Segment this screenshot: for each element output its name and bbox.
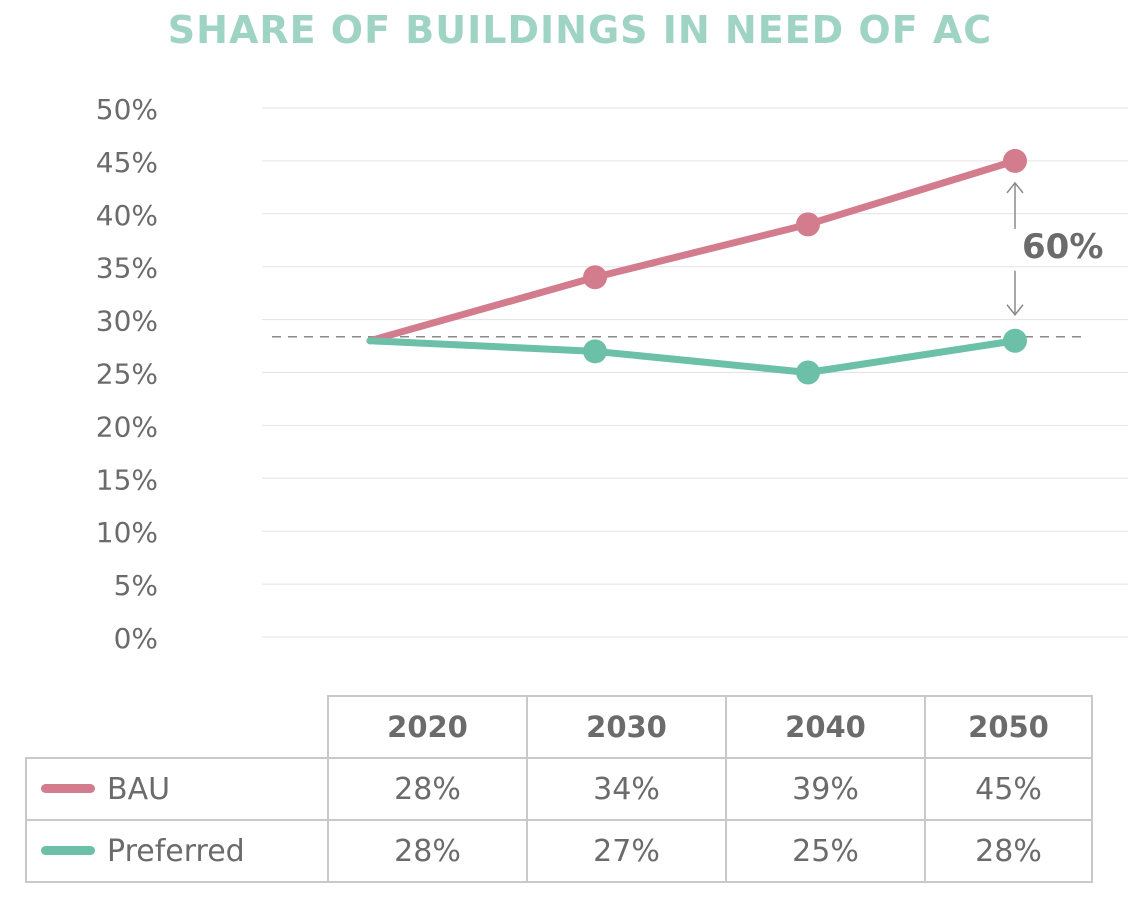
y-axis-ticks: 50% 45% 40% 35% 30% 25% 20% 15% 10% 5% 0% — [96, 93, 158, 655]
table-cell: 45% — [924, 757, 1093, 821]
y-tick-label: 0% — [114, 622, 158, 655]
table-header-2030: 2030 — [526, 695, 727, 759]
table-cell: 28% — [924, 819, 1093, 883]
data-point-preferred — [796, 360, 820, 385]
table-cell: 27% — [526, 819, 727, 883]
table-row-label-bau: BAU — [25, 757, 329, 821]
data-point-preferred — [1003, 328, 1027, 353]
table-cell: 28% — [327, 757, 528, 821]
chart-title: SHARE OF BUILDINGS IN NEED OF AC — [167, 8, 993, 52]
legend-swatch-preferred — [41, 845, 95, 855]
gridlines — [262, 107, 1128, 638]
y-tick-label: 10% — [96, 516, 158, 549]
series-line-preferred — [366, 337, 1019, 376]
table-header-row: 2020 2030 2040 2050 — [26, 695, 1093, 759]
table-cell: 34% — [526, 757, 727, 821]
annotation-label: 60% — [1022, 227, 1103, 267]
y-tick-label: 20% — [96, 410, 158, 443]
y-tick-label: 25% — [96, 358, 158, 391]
table-row: Preferred 28% 27% 25% 28% — [25, 819, 1093, 883]
series-points — [583, 148, 1027, 385]
series-line-bau — [366, 157, 1019, 345]
y-tick-label: 45% — [96, 146, 158, 179]
table-header-2050: 2050 — [924, 695, 1093, 759]
y-tick-label: 35% — [96, 252, 158, 285]
table-cell: 25% — [725, 819, 926, 883]
y-tick-label: 15% — [96, 463, 158, 496]
table-corner-cell — [26, 696, 329, 759]
arrow-up-head-icon — [1006, 181, 1024, 194]
row-label-text: Preferred — [107, 833, 245, 869]
legend-swatch-bau — [41, 783, 95, 793]
table-cell: 28% — [327, 819, 528, 883]
data-point-bau — [583, 265, 607, 290]
y-tick-label: 50% — [96, 93, 158, 126]
table-header-2020: 2020 — [327, 695, 528, 759]
y-tick-label: 5% — [114, 569, 158, 602]
table-row-label-preferred: Preferred — [25, 819, 329, 883]
data-point-bau — [1003, 148, 1027, 173]
row-label-text: BAU — [107, 771, 171, 807]
data-point-bau — [796, 212, 820, 237]
table-header-2040: 2040 — [725, 695, 926, 759]
series-lines — [366, 157, 1019, 376]
chart: 50% 45% 40% 35% 30% 25% 20% 15% 10% 5% 0% 60% — [96, 93, 1128, 655]
y-tick-label: 40% — [96, 199, 158, 232]
data-point-preferred — [583, 339, 607, 364]
data-table: 2020 2030 2040 2050 BAU 28% 34% 39% 45% … — [25, 695, 1093, 883]
arrow-down-head-icon — [1006, 304, 1024, 316]
difference-annotation: 60% — [1006, 181, 1103, 316]
table-row: BAU 28% 34% 39% 45% — [25, 757, 1093, 821]
table-cell: 39% — [725, 757, 926, 821]
y-tick-label: 30% — [96, 305, 158, 338]
